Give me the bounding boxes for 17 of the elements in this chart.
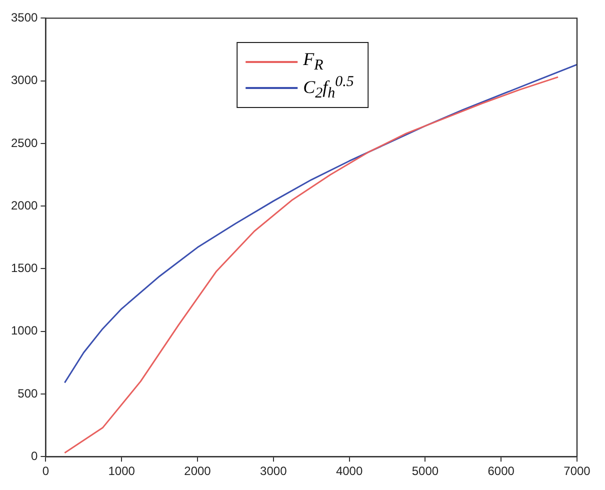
x-tick-label: 7000	[564, 464, 591, 478]
y-tick-label: 0	[31, 448, 38, 463]
y-tick-label: 2000	[10, 198, 38, 212]
x-tick-label: 2000	[184, 464, 212, 478]
x-tick-label: 4000	[336, 464, 363, 478]
x-tick-label: 3000	[260, 464, 288, 478]
x-tick-label: 6000	[488, 464, 515, 478]
x-tick-label: 0	[42, 464, 50, 478]
y-tick-label: 3500	[10, 10, 38, 25]
x-tick-label: 1000	[108, 464, 136, 478]
x-tick-label: 5000	[412, 464, 439, 478]
y-tick-label: 2500	[10, 136, 38, 150]
y-tick-label: 1500	[10, 261, 38, 276]
y-tick-label: 1000	[10, 324, 38, 338]
legend-label: F$_{R}$	[303, 49, 324, 75]
y-tick-label: 500	[18, 386, 38, 400]
y-tick-label: 3000	[10, 73, 38, 88]
